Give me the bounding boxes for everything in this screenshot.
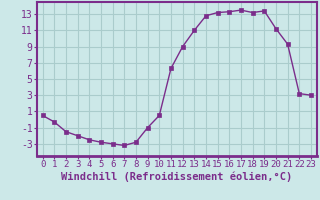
X-axis label: Windchill (Refroidissement éolien,°C): Windchill (Refroidissement éolien,°C) bbox=[61, 172, 292, 182]
